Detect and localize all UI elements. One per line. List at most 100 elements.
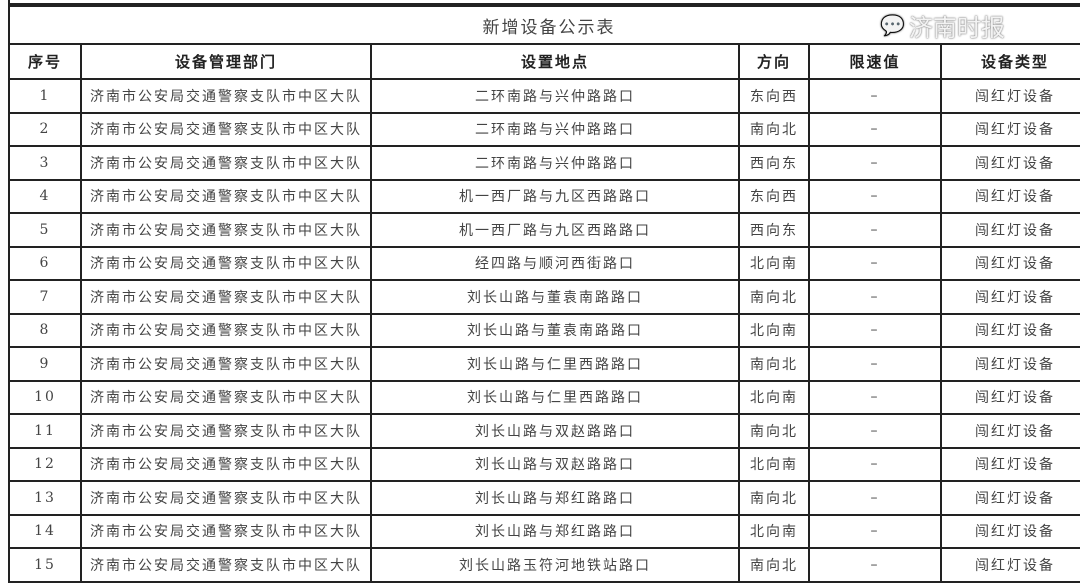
cell-department: 济南市公安局交通警察支队市中区大队 (80, 245, 372, 281)
table-row: 2 济南市公安局交通警察支队市中区大队 二环南路与兴仲路路口 南向北 – 闯红灯设备 (8, 111, 1080, 147)
table-row: 11 济南市公安局交通警察支队市中区大队 刘长山路与双赵路路口 南向北 – 闯红灯设备 (8, 413, 1080, 449)
cell-location: 经四路与顺河西街路口 (370, 245, 740, 281)
cell-speed-limit: – (808, 245, 942, 281)
cell-location: 刘长山路与董袁南路路口 (370, 279, 740, 315)
cell-device-type: 闯红灯设备 (940, 346, 1080, 382)
table-row: 5 济南市公安局交通警察支队市中区大队 机一西厂路与九区西路路口 西向东 – 闯红灯设备 (8, 212, 1080, 248)
cell-speed-limit: – (808, 111, 942, 147)
cell-device-type: 闯红灯设备 (940, 312, 1080, 348)
cell-device-type: 闯红灯设备 (940, 145, 1080, 181)
header-col-department: 设备管理部门 (80, 43, 372, 80)
cell-location: 刘长山路与郑红路路口 (370, 480, 740, 516)
cell-index: 10 (8, 379, 82, 415)
cell-index: 4 (8, 178, 82, 214)
cell-department: 济南市公安局交通警察支队市中区大队 (80, 78, 372, 114)
cell-speed-limit: – (808, 145, 942, 181)
cell-direction: 南向北 (738, 111, 810, 147)
cell-speed-limit: – (808, 178, 942, 214)
cell-direction: 东向西 (738, 78, 810, 114)
table-row: 9 济南市公安局交通警察支队市中区大队 刘长山路与仁里西路路口 南向北 – 闯红灯设备 (8, 346, 1080, 382)
cell-speed-limit: – (808, 312, 942, 348)
cell-index: 15 (8, 547, 82, 583)
cell-department: 济南市公安局交通警察支队市中区大队 (80, 547, 372, 583)
cell-department: 济南市公安局交通警察支队市中区大队 (80, 480, 372, 516)
table-row: 6 济南市公安局交通警察支队市中区大队 经四路与顺河西街路口 北向南 – 闯红灯设备 (8, 245, 1080, 281)
cell-speed-limit: – (808, 279, 942, 315)
table-title: 新增设备公示表 (8, 5, 1080, 45)
header-col-index: 序号 (8, 43, 82, 80)
cell-direction: 西向东 (738, 212, 810, 248)
cell-location: 二环南路与兴仲路路口 (370, 111, 740, 147)
table-row: 1 济南市公安局交通警察支队市中区大队 二环南路与兴仲路路口 东向西 – 闯红灯设备 (8, 78, 1080, 114)
cell-direction: 南向北 (738, 480, 810, 516)
cell-department: 济南市公安局交通警察支队市中区大队 (80, 279, 372, 315)
cell-speed-limit: – (808, 480, 942, 516)
header-col-device-type: 设备类型 (940, 43, 1080, 80)
cell-direction: 南向北 (738, 279, 810, 315)
cell-index: 3 (8, 145, 82, 181)
cell-location: 刘长山路与仁里西路路口 (370, 346, 740, 382)
cell-direction: 北向南 (738, 379, 810, 415)
cell-department: 济南市公安局交通警察支队市中区大队 (80, 446, 372, 482)
cell-direction: 南向北 (738, 413, 810, 449)
cell-speed-limit: – (808, 446, 942, 482)
cell-index: 2 (8, 111, 82, 147)
cell-department: 济南市公安局交通警察支队市中区大队 (80, 111, 372, 147)
cell-index: 14 (8, 513, 82, 549)
cell-speed-limit: – (808, 212, 942, 248)
cell-location: 刘长山路与董袁南路路口 (370, 312, 740, 348)
cell-device-type: 闯红灯设备 (940, 279, 1080, 315)
header-col-direction: 方向 (738, 43, 810, 80)
cell-speed-limit: – (808, 346, 942, 382)
table-row: 15 济南市公安局交通警察支队市中区大队 刘长山路玉符河地铁站路口 南向北 – 闯红灯设备 (8, 547, 1080, 583)
cell-department: 济南市公安局交通警察支队市中区大队 (80, 346, 372, 382)
cell-device-type: 闯红灯设备 (940, 480, 1080, 516)
table-row: 10 济南市公安局交通警察支队市中区大队 刘长山路与仁里西路路口 北向南 – 闯红灯设备 (8, 379, 1080, 415)
cell-device-type: 闯红灯设备 (940, 111, 1080, 147)
table-row: 13 济南市公安局交通警察支队市中区大队 刘长山路与郑红路路口 南向北 – 闯红灯设备 (8, 480, 1080, 516)
cell-device-type: 闯红灯设备 (940, 513, 1080, 549)
watermark: 💬 济南时报 (880, 8, 1005, 42)
header-col-speed-limit: 限速值 (808, 43, 942, 80)
cell-location: 机一西厂路与九区西路路口 (370, 212, 740, 248)
cell-device-type: 闯红灯设备 (940, 178, 1080, 214)
cell-department: 济南市公安局交通警察支队市中区大队 (80, 178, 372, 214)
cell-direction: 北向南 (738, 312, 810, 348)
cell-direction: 北向南 (738, 446, 810, 482)
cell-department: 济南市公安局交通警察支队市中区大队 (80, 513, 372, 549)
top-border (8, 0, 1080, 5)
cell-index: 1 (8, 78, 82, 114)
cell-device-type: 闯红灯设备 (940, 413, 1080, 449)
watermark-text: 济南时报 (908, 13, 1005, 42)
cell-department: 济南市公安局交通警察支队市中区大队 (80, 413, 372, 449)
cell-speed-limit: – (808, 513, 942, 549)
cell-direction: 北向南 (738, 513, 810, 549)
table-row: 3 济南市公安局交通警察支队市中区大队 二环南路与兴仲路路口 西向东 – 闯红灯设备 (8, 145, 1080, 181)
cell-location: 刘长山路与双赵路路口 (370, 446, 740, 482)
cell-speed-limit: – (808, 547, 942, 583)
device-table: 新增设备公示表 序号 设备管理部门 设置地点 方向 限速值 设备类型 1 济南市公安局交通警… (8, 5, 1080, 583)
table-row: 4 济南市公安局交通警察支队市中区大队 机一西厂路与九区西路路口 东向西 – 闯红灯设备 (8, 178, 1080, 214)
cell-index: 12 (8, 446, 82, 482)
cell-location: 刘长山路与郑红路路口 (370, 513, 740, 549)
cell-device-type: 闯红灯设备 (940, 446, 1080, 482)
cell-device-type: 闯红灯设备 (940, 245, 1080, 281)
table-row: 14 济南市公安局交通警察支队市中区大队 刘长山路与郑红路路口 北向南 – 闯红灯设备 (8, 513, 1080, 549)
cell-direction: 北向南 (738, 245, 810, 281)
cell-department: 济南市公安局交通警察支队市中区大队 (80, 145, 372, 181)
cell-index: 5 (8, 212, 82, 248)
header-col-location: 设置地点 (370, 43, 740, 80)
cell-direction: 东向西 (738, 178, 810, 214)
cell-speed-limit: – (808, 413, 942, 449)
cell-index: 11 (8, 413, 82, 449)
cell-location: 二环南路与兴仲路路口 (370, 145, 740, 181)
cell-index: 6 (8, 245, 82, 281)
cell-location: 刘长山路玉符河地铁站路口 (370, 547, 740, 583)
cell-speed-limit: – (808, 379, 942, 415)
table-row: 12 济南市公安局交通警察支队市中区大队 刘长山路与双赵路路口 北向南 – 闯红灯设备 (8, 446, 1080, 482)
table-row: 8 济南市公安局交通警察支队市中区大队 刘长山路与董袁南路路口 北向南 – 闯红灯设备 (8, 312, 1080, 348)
header-row: 序号 设备管理部门 设置地点 方向 限速值 设备类型 (8, 43, 1080, 80)
cell-location: 机一西厂路与九区西路路口 (370, 178, 740, 214)
cell-location: 刘长山路与仁里西路路口 (370, 379, 740, 415)
cell-index: 8 (8, 312, 82, 348)
